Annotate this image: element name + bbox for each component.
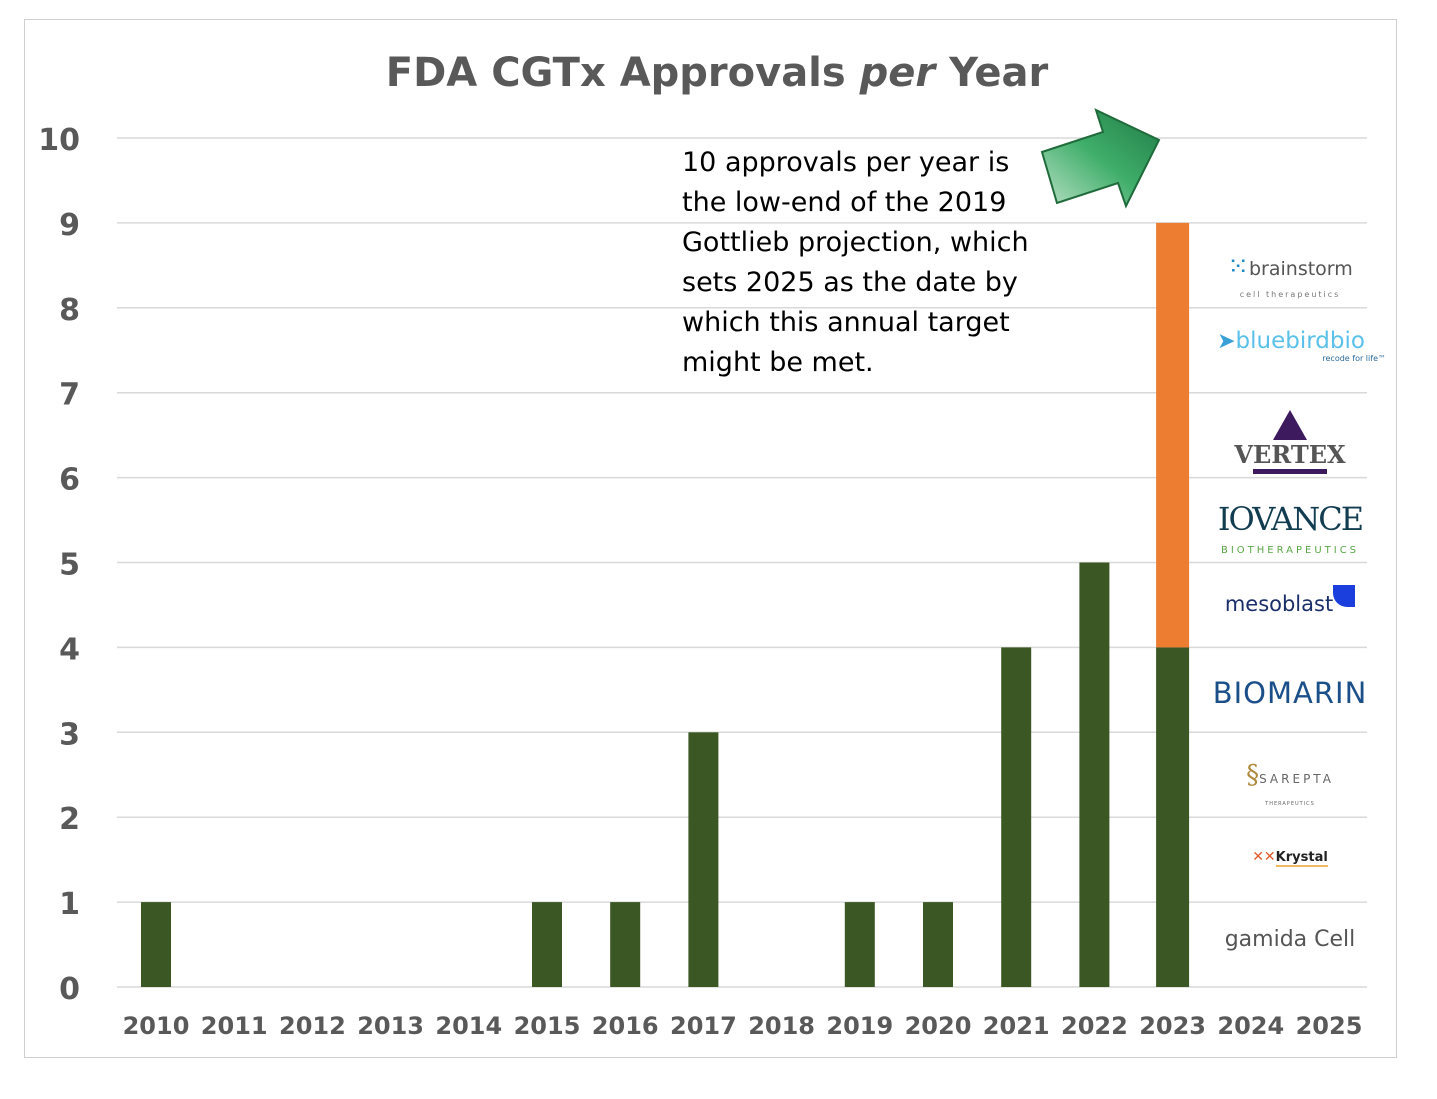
logo-brainstorm: ⁙brainstorm cell therapeutics	[1227, 252, 1353, 299]
y-tick-label: 9	[59, 208, 80, 243]
logo-bluebirdbio: ➤bluebirdbio recode for life™	[1217, 328, 1386, 363]
bar-2020-series-0	[923, 902, 953, 987]
x-tick-label: 2012	[279, 1012, 346, 1040]
logo-sarepta: §SAREPTA THERAPEUTICS	[1246, 760, 1334, 807]
x-tick-label: 2014	[435, 1012, 502, 1040]
x-tick-label: 2022	[1061, 1012, 1128, 1040]
x-tick-label: 2025	[1296, 1012, 1363, 1040]
bar-2010-series-0	[141, 902, 171, 987]
logo-gamida-cell: gamida Cell	[1224, 927, 1356, 952]
x-tick-label: 2017	[670, 1012, 737, 1040]
y-tick-label: 0	[59, 972, 80, 1007]
y-tick-label: 5	[59, 548, 80, 583]
x-tick-label: 2024	[1217, 1012, 1284, 1040]
logo-krystal: ✕✕Krystal	[1252, 849, 1328, 867]
bar-2023-series-1	[1156, 222, 1190, 648]
bar-2019-series-0	[844, 902, 875, 987]
bar-2023-series-0	[1156, 647, 1190, 987]
y-tick-label: 7	[59, 378, 80, 413]
y-tick-label: 6	[59, 463, 80, 498]
y-tick-label: 10	[38, 123, 80, 158]
bar-2021-series-0	[1001, 647, 1032, 987]
y-tick-label: 3	[59, 717, 80, 752]
x-tick-label: 2016	[592, 1012, 659, 1040]
x-tick-label: 2013	[357, 1012, 424, 1040]
x-tick-label: 2015	[514, 1012, 581, 1040]
x-tick-label: 2021	[983, 1012, 1050, 1040]
logo-vertex: VERTEX	[1200, 410, 1380, 474]
y-tick-label: 2	[59, 802, 80, 837]
y-tick-label: 8	[59, 293, 80, 328]
x-tick-label: 2018	[748, 1012, 815, 1040]
bar-2017-series-0	[688, 732, 719, 987]
logo-biomarin: BIOMARIN	[1212, 676, 1368, 710]
bar-2015-series-0	[532, 902, 562, 987]
bar-2022-series-0	[1079, 562, 1110, 987]
x-tick-label: 2010	[123, 1012, 190, 1040]
block-arrow-up-right-icon	[1040, 108, 1161, 209]
x-tick-label: 2011	[201, 1012, 268, 1040]
x-tick-label: 2019	[826, 1012, 893, 1040]
chart-frame	[24, 19, 1397, 1058]
y-tick-label: 1	[59, 887, 80, 922]
x-tick-label: 2020	[905, 1012, 972, 1040]
annotation-text: 10 approvals per year is the low-end of …	[682, 147, 1029, 378]
bar-2016-series-0	[610, 902, 641, 987]
y-tick-label: 4	[59, 632, 80, 667]
logo-mesoblast: mesoblast	[1200, 585, 1380, 616]
logo-iovance: IOVANCE BIOTHERAPEUTICS	[1217, 500, 1364, 556]
x-tick-label: 2023	[1139, 1012, 1206, 1040]
chart-title: FDA CGTx Approvals per Year	[386, 50, 1049, 96]
